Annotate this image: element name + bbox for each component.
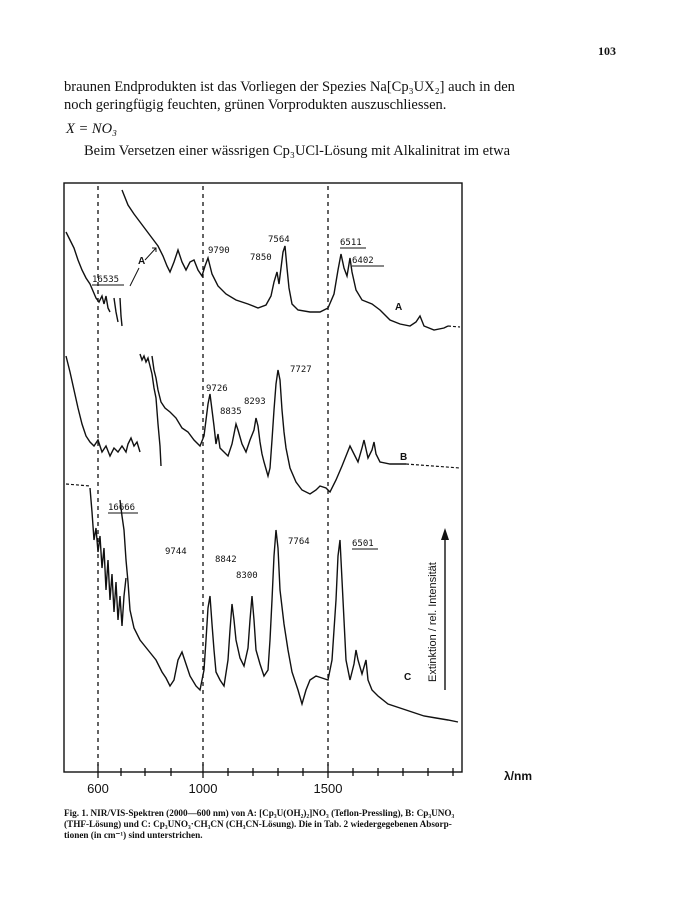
peak-label: 7850 — [250, 253, 272, 263]
section-heading: X = NO₃ — [66, 121, 118, 137]
curve-label-a: A — [395, 302, 402, 313]
peak-label: 7564 — [268, 235, 290, 245]
spectrum-a — [65, 189, 449, 331]
y-axis-label: Extinktion / rel. Intensität — [427, 562, 439, 682]
spectrum-b — [65, 353, 406, 495]
curve-label-b: B — [400, 452, 407, 463]
x-tick-label: 600 — [87, 781, 109, 796]
peak-label: 6511 — [340, 238, 362, 248]
curve-label-c: C — [404, 672, 411, 683]
plot-frame — [63, 182, 463, 773]
caption-line: tionen (in cm⁻¹) sind unterstrichen. — [64, 830, 203, 840]
peak-label: 6402 — [352, 256, 374, 266]
curve-a-pointer — [129, 247, 157, 287]
peak-label: 16666 — [108, 503, 135, 513]
peak-label: 8842 — [215, 555, 237, 565]
paragraph-line: noch geringfügig feuchten, grünen Vorpro… — [64, 97, 447, 113]
peak-label: 16535 — [92, 275, 119, 285]
x-tick-label: 1000 — [189, 781, 218, 796]
spectrum-c-start — [65, 483, 91, 487]
spectrum-c — [89, 487, 459, 723]
spectrum-a-tail — [447, 325, 461, 328]
peak-label: 8293 — [244, 397, 266, 407]
x-axis-unit: λ/nm — [504, 769, 532, 783]
peak-label: 7727 — [290, 365, 312, 375]
caption-line: (THF-Lösung) und C: Cp₃UNO₃·CH₃CN (CH₃CN… — [64, 819, 452, 829]
paragraph-line: braunen Endprodukten ist das Vorliegen d… — [64, 79, 515, 95]
peak-label: 8300 — [236, 571, 258, 581]
spectrum-b-tail — [405, 463, 461, 469]
peak-label: 8835 — [220, 407, 242, 417]
x-tick-label: 1500 — [314, 781, 343, 796]
curve-label-a-inline: A — [138, 256, 145, 267]
page-number: 103 — [598, 44, 616, 58]
peak-label: 9790 — [208, 246, 230, 256]
peak-label: 9744 — [165, 547, 187, 557]
peak-label: 7764 — [288, 537, 310, 547]
caption-line: Fig. 1. NIR/VIS-Spektren (2000—600 nm) v… — [64, 808, 455, 818]
peak-label: 9726 — [206, 384, 228, 394]
arrow-head-icon — [441, 528, 449, 540]
figure-caption: Fig. 1. NIR/VIS-Spektren (2000—600 nm) v… — [64, 808, 630, 841]
peak-label: 6501 — [352, 539, 374, 549]
paragraph-line: Beim Versetzen einer wässrigen Cp₃UCl-Lö… — [84, 143, 511, 159]
